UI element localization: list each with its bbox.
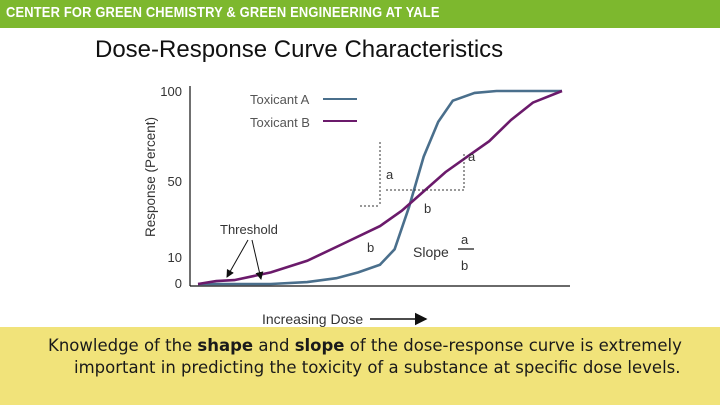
threshold-arrow-b (226, 239, 249, 278)
series-line-toxicant-b (197, 89, 563, 286)
y-tick-0: 0 (175, 276, 182, 291)
slide-title: Dose-Response Curve Characteristics (95, 36, 504, 63)
caption-part-2: and (253, 336, 295, 355)
x-axis-label: Increasing Dose (262, 311, 363, 327)
banner-title: CENTER FOR GREEN CHEMISTRY & GREEN ENGIN… (6, 4, 440, 21)
y-tick-10: 10 (168, 250, 182, 265)
caption-part-3: of the dose-response curve is extremely (344, 336, 682, 355)
dose-response-chart: Response (Percent) 100 50 10 0 Toxicant … (143, 84, 570, 327)
slope-a-run-label: b (367, 240, 374, 255)
header-banner: CENTER FOR GREEN CHEMISTRY & GREEN ENGIN… (0, 0, 720, 28)
caption-line-2: important in predicting the toxicity of … (74, 358, 681, 377)
slope-b-run-label: b (424, 201, 431, 216)
slope-denominator: b (461, 258, 468, 273)
caption-box: Knowledge of the shape and slope of the … (0, 327, 720, 405)
series-line-toxicant-a (198, 89, 562, 286)
caption-text: Knowledge of the shape and slope of the … (48, 335, 688, 379)
slope-label: Slope (413, 244, 449, 260)
threshold-arrow-a (251, 239, 264, 280)
y-tick-50: 50 (168, 174, 182, 189)
caption-keyword-shape: shape (197, 336, 254, 355)
caption-keyword-slope: slope (294, 336, 345, 355)
legend-label-toxicant-b: Toxicant B (250, 115, 310, 130)
caption-part-1: Knowledge of the (48, 336, 198, 355)
slope-a-rise-label: a (386, 167, 394, 182)
y-axis-label: Response (Percent) (143, 117, 158, 237)
legend-label-toxicant-a: Toxicant A (250, 92, 310, 107)
y-tick-100: 100 (160, 84, 182, 99)
threshold-label: Threshold (220, 222, 278, 237)
slope-numerator: a (461, 232, 469, 247)
slope-b-rise-label: a (468, 149, 476, 164)
